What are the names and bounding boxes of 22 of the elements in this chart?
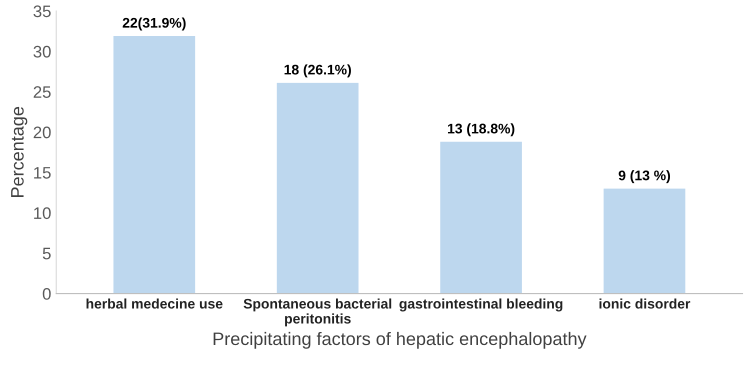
x-tick-label: Spontaneous bacterial peritonitis xyxy=(244,298,392,326)
y-tick-label: 20 xyxy=(34,126,51,138)
y-tick-label: 30 xyxy=(33,46,51,58)
y-tick-label: 5 xyxy=(42,248,51,260)
data-label: 18 (26.1%) xyxy=(284,64,351,78)
y-tick-label: 15 xyxy=(34,167,51,179)
y-tick-label: 35 xyxy=(33,5,51,18)
bar xyxy=(276,82,359,294)
x-axis-title: Precipitating factors of hepatic encephalopathy xyxy=(214,332,587,349)
bar xyxy=(604,188,686,294)
y-axis-title: Percentage xyxy=(11,106,28,197)
y-tick-label: 0 xyxy=(42,288,51,300)
x-tick-label: gastrointestinal bleeding xyxy=(399,298,562,312)
bar xyxy=(440,142,522,294)
y-tick-label: 10 xyxy=(34,207,51,220)
x-tick-label: ionic disorder xyxy=(600,298,690,309)
y-tick-label: 25 xyxy=(34,86,51,98)
data-label: 9 (13 %) xyxy=(618,170,670,184)
data-label: 13 (18.8%) xyxy=(448,123,514,136)
data-label: 22(31.9%) xyxy=(122,18,186,30)
bar xyxy=(113,36,196,294)
x-tick-label: herbal medecine use xyxy=(86,298,223,309)
